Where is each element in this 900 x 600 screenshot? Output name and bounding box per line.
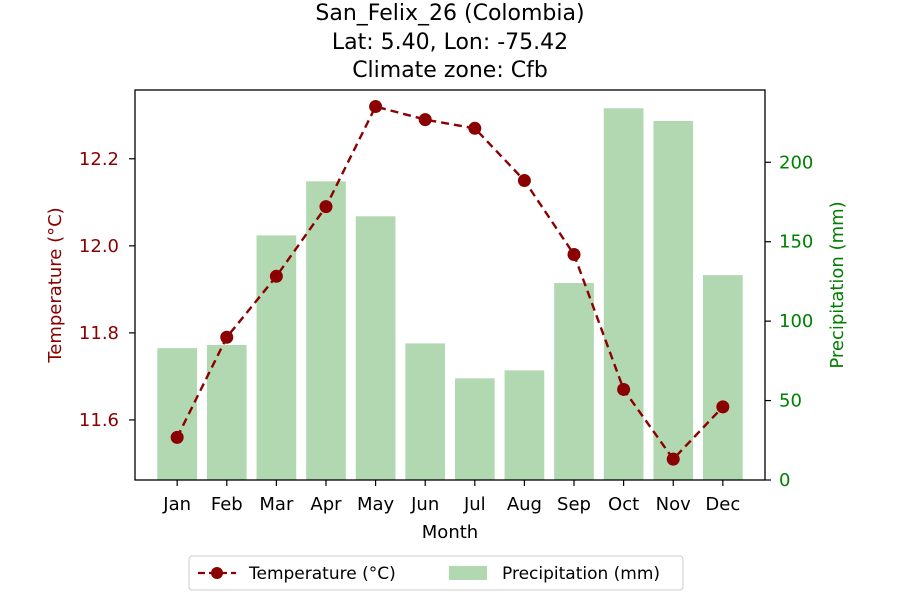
precipitation-bar: [702, 275, 743, 480]
y-right-tick-label: 200: [779, 152, 813, 173]
temperature-point: [468, 121, 482, 135]
plot-frame: [134, 89, 766, 481]
precipitation-bar: [554, 283, 594, 480]
temperature-line: [170, 100, 730, 466]
legend-precipitation-swatch: [449, 566, 487, 580]
temperature-point: [517, 174, 531, 188]
legend-temperature-label: Temperature (°C): [248, 564, 396, 584]
x-tick-label: May: [357, 494, 395, 515]
y-right-tick-label: 100: [779, 311, 813, 332]
chart-title-line: San_Felix_26 (Colombia): [315, 1, 584, 26]
chart-title-line: Climate zone: Cfb: [352, 58, 548, 83]
y-axis-right: 0 50 100 150 200: [765, 152, 813, 491]
x-tick-label: Oct: [608, 494, 639, 515]
y-left-tick-label: 11.6: [79, 410, 119, 431]
x-tick-label: Jun: [410, 494, 439, 515]
precipitation-bar: [603, 108, 644, 481]
precipitation-bar: [355, 216, 396, 480]
x-tick-label: Nov: [656, 494, 691, 515]
y-axis-left-label: Temperature (°C): [45, 207, 66, 363]
precipitation-bars: [157, 108, 743, 481]
y-left-tick-label: 12.0: [79, 236, 119, 257]
precipitation-bar: [653, 120, 694, 480]
temperature-point: [269, 269, 283, 283]
temperature-point: [666, 452, 680, 466]
temperature-point: [617, 382, 631, 396]
x-tick-label: Jul: [463, 494, 486, 515]
precipitation-bar: [504, 370, 545, 480]
precipitation-bar: [454, 378, 495, 480]
temperature-point: [170, 430, 184, 444]
y-left-tick-label: 11.8: [79, 323, 119, 344]
precipitation-bar: [306, 181, 346, 481]
temperature-point: [716, 400, 730, 414]
precipitation-bar: [206, 344, 247, 480]
x-tick-label: Aug: [507, 494, 542, 515]
temperature-point: [220, 330, 234, 344]
temperature-series-line: [176, 105, 724, 461]
x-tick-label: Jan: [162, 494, 191, 515]
precipitation-bar: [405, 343, 446, 480]
x-tick-label: Dec: [705, 494, 740, 515]
legend-temperature-marker: [211, 567, 223, 579]
precipitation-bar: [157, 348, 198, 480]
chart-title: San_Felix_26 (Colombia) Lat: 5.40, Lon: …: [315, 1, 584, 83]
y-right-tick-label: 150: [779, 232, 813, 253]
x-tick-label: Feb: [211, 494, 243, 515]
y-right-tick-label: 50: [779, 391, 802, 412]
temperature-point: [418, 113, 432, 127]
x-axis-label: Month: [422, 522, 478, 543]
x-axis: Jan Feb Mar Apr May Jun Jul Aug Sep Oct Nov Dec: [162, 480, 740, 515]
y-left-tick-label: 12.2: [79, 149, 119, 170]
x-tick-label: Sep: [557, 494, 591, 515]
temperature-point: [319, 200, 333, 214]
x-tick-label: Apr: [310, 494, 342, 515]
temperature-point: [567, 248, 581, 262]
legend-frame: [188, 555, 684, 591]
legend: Temperature (°C) Precipitation (mm): [188, 555, 684, 591]
legend-precipitation-label: Precipitation (mm): [502, 564, 660, 584]
temperature-point: [369, 100, 383, 114]
y-axis-right-label: Precipitation (mm): [827, 201, 848, 368]
y-axis-left: 11.6 11.8 12.0 12.2: [79, 149, 135, 431]
y-right-tick-label: 0: [779, 470, 790, 491]
x-tick-label: Mar: [259, 494, 294, 515]
chart-title-line: Lat: 5.40, Lon: -75.42: [332, 30, 568, 55]
